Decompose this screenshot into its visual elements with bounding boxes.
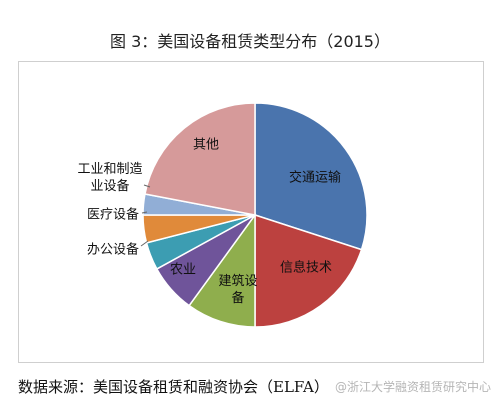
slice-label-4: 农业 — [170, 263, 196, 278]
slice-label-5: 办公设备 — [87, 242, 139, 258]
data-source-note: 数据来源：美国设备租赁和融资协会（ELFA） — [18, 378, 329, 396]
chart-frame — [18, 61, 484, 363]
leader-line-6 — [141, 211, 148, 214]
slice-label-1: 交通运输 — [289, 170, 341, 186]
slice-label-7: 工业和制造业设备 — [77, 162, 142, 194]
leader-lines — [140, 184, 151, 247]
leader-line-5 — [140, 240, 149, 247]
watermark-text: @浙江大学融资租赁研究中心 — [335, 380, 492, 394]
pie-slice-2 — [254, 213, 363, 328]
slice-label-8: 其他 — [193, 138, 219, 153]
slice-label-3: 建筑设备 — [218, 273, 257, 306]
pie-slice-1 — [254, 102, 368, 251]
pie-slices — [142, 102, 368, 328]
chart-title: 图 3：美国设备租赁类型分布（2015） — [110, 32, 390, 51]
slice-label-2: 信息技术 — [280, 260, 332, 276]
leader-line-7 — [143, 184, 151, 188]
slice-label-6: 医疗设备 — [87, 207, 139, 223]
pie-slice-8 — [144, 102, 256, 216]
